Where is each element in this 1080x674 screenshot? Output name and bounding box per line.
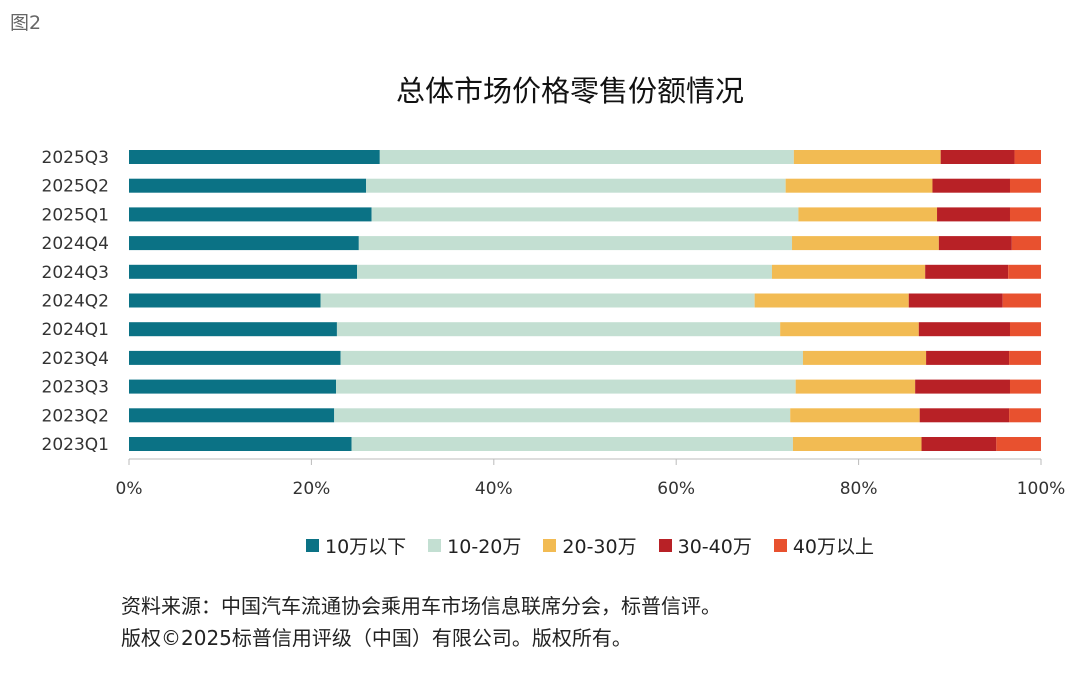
legend-label: 10-20万 [447,536,522,558]
legend-label: 10万以下 [324,536,407,558]
x-tick-label: 60% [657,479,695,499]
bar-segment [1014,150,1041,164]
bar-segment [926,350,1010,365]
bar-segment [996,437,1041,451]
bar-segment [915,379,1010,394]
bar-segment [1009,350,1041,365]
x-tick-label: 100% [1017,479,1066,499]
bar-segment [918,322,1010,337]
bar-segment [358,236,793,251]
bar-segment [129,178,367,193]
bar-segment [334,408,791,423]
legend-swatch [773,539,787,552]
source-line: 资料来源：中国汽车流通协会乘用车市场信息联席分会，标普信评。 [121,594,721,618]
bar-segment [340,350,803,365]
bar-segment [320,293,755,308]
source-note: 资料来源：中国汽车流通协会乘用车市场信息联席分会，标普信评。 版权©2025标普… [121,590,721,654]
bar-segment [129,293,321,308]
bar-segment [919,408,1010,423]
bar-segment [771,264,926,279]
legend-item: 20-30万 [543,532,637,559]
bar-segment [129,264,357,279]
chart-legend: 10万以下 10-20万 20-30万 30-40万 40万以上 [0,532,1080,559]
bar-segment [932,178,1010,193]
bar-segment [1009,178,1041,193]
category-label: 2024Q2 [42,292,109,312]
category-label: 2023Q3 [42,378,109,398]
legend-swatch [543,539,557,552]
x-tick-label: 20% [293,479,331,499]
category-label: 2024Q1 [42,320,109,340]
category-label: 2025Q3 [42,148,109,168]
x-tick-label: 0% [116,479,143,499]
bar-segment [908,293,1003,308]
bar-segment [129,350,341,365]
legend-item: 10万以下 [305,532,407,559]
bar-segment [351,437,793,451]
legend-swatch [428,539,442,552]
bar-segment [129,322,337,337]
bar-segment [1009,379,1041,394]
category-label: 2025Q2 [42,177,109,197]
bar-segment [754,293,909,308]
bar-segment [129,207,372,222]
bar-segment [129,437,352,451]
bar-segment [792,236,939,251]
bar-segment [795,379,916,394]
bar-segment [802,350,927,365]
legend-label: 30-40万 [677,536,752,558]
legend-swatch [658,539,672,552]
bar-segment [1009,322,1041,337]
legend-swatch [305,539,319,552]
figure-label: 图2 [10,12,42,34]
legend-item: 40万以上 [773,532,875,559]
bar-segment [129,236,359,251]
bar-segment [793,150,941,164]
bar-segment [790,408,920,423]
copyright-line: 版权©2025标普信用评级（中国）有限公司。版权所有。 [121,626,632,650]
bar-segment [379,150,794,164]
bar-segment [1009,408,1041,423]
bar-segment [798,207,938,222]
bar-segment [129,379,337,394]
bar-segment [785,178,933,193]
category-label: 2025Q1 [42,205,109,225]
category-label: 2023Q1 [42,435,109,455]
bar-segment [938,236,1012,251]
bar-segment [336,322,781,337]
legend-label: 40万以上 [792,536,875,558]
bar-segment [937,207,1010,222]
bar-segment [780,322,919,337]
category-label: 2024Q4 [42,234,109,254]
legend-item: 10-20万 [428,532,521,559]
bar-segment [1009,207,1041,222]
bar-segment [1011,236,1041,251]
bar-segment [925,264,1009,279]
bar-segment [366,178,786,193]
bar-segment [1008,264,1041,279]
bar-segment [921,437,997,451]
bar-segment [129,150,380,164]
x-tick-label: 80% [840,479,878,499]
legend-item: 30-40万 [658,532,752,559]
bar-segment [371,207,799,222]
legend-label: 20-30万 [562,536,637,558]
chart-title: 总体市场价格零售份额情况 [395,74,744,108]
category-label: 2023Q4 [42,349,109,369]
bar-segment [940,150,1015,164]
bar-segment [357,264,772,279]
x-tick-label: 40% [475,479,513,499]
category-label: 2024Q3 [42,263,109,283]
bar-segment [336,379,796,394]
bar-segment [792,437,922,451]
category-label: 2023Q2 [42,406,109,426]
bar-segment [1002,293,1041,308]
bar-segment [129,408,335,423]
